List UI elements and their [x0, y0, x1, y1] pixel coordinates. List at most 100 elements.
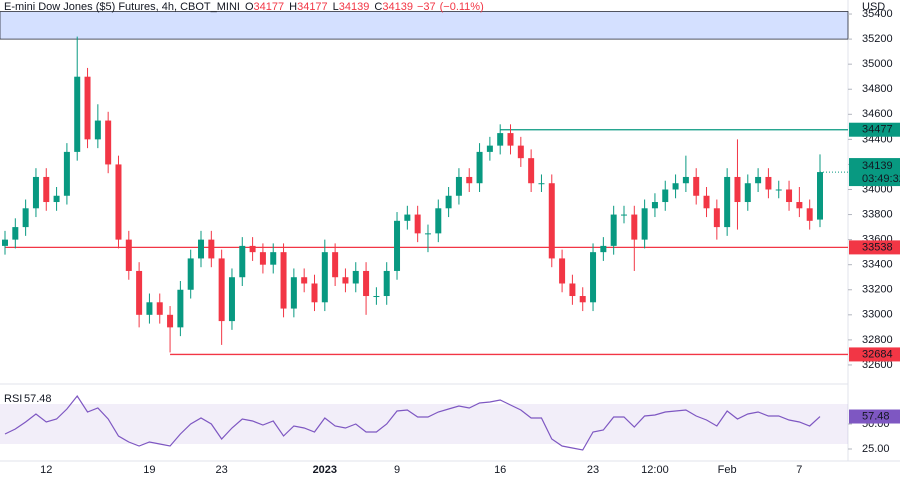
candle-body	[507, 133, 514, 146]
candle-body	[43, 176, 50, 203]
level-label: 32684	[862, 348, 893, 360]
candle-body	[765, 176, 772, 190]
candle-body	[786, 189, 793, 203]
rsi-tag-label: 57.48	[862, 410, 890, 422]
y-tick-label: 33200	[862, 284, 893, 296]
candle-body	[105, 120, 112, 165]
x-tick-label: 7	[796, 464, 802, 476]
legend-label: C	[374, 1, 382, 13]
candle-body	[32, 176, 39, 209]
candle-body	[94, 120, 101, 140]
plot: RSI 57.48	[2, 36, 848, 451]
candle-body	[342, 277, 349, 284]
legend-value: 34139	[382, 1, 413, 13]
change: −37	[417, 1, 436, 13]
candle-body	[517, 145, 524, 159]
candle-body	[796, 202, 803, 209]
level-tag	[849, 347, 900, 362]
zone	[0, 11, 849, 40]
x-tick-label: 12	[40, 464, 52, 476]
candle-body	[311, 283, 318, 303]
x-tick-label: 19	[143, 464, 155, 476]
candle-body	[775, 189, 782, 191]
candle-body	[600, 245, 607, 253]
y-tick-label: 33800	[862, 208, 893, 220]
candle-body	[755, 176, 762, 184]
candle-body	[228, 277, 235, 322]
candle-body	[53, 195, 60, 203]
candle-body	[445, 195, 452, 209]
x-tick-label: 12:00	[641, 464, 669, 476]
candle-body	[394, 220, 401, 271]
currency: USD	[862, 1, 885, 13]
candle-body	[259, 252, 266, 265]
candle-body	[817, 172, 823, 220]
level-label: 34477	[862, 124, 893, 136]
y-tick-label: 34600	[862, 108, 893, 120]
candle-body	[125, 239, 132, 271]
candle-body	[208, 239, 215, 259]
candle-body	[290, 277, 297, 309]
candle-body	[167, 314, 174, 328]
candle-body	[332, 252, 339, 278]
candle-body	[528, 158, 535, 184]
candle-body	[177, 289, 184, 328]
candle-body	[363, 270, 370, 297]
x-tick-label: 16	[494, 464, 506, 476]
candle-body	[187, 258, 194, 290]
legend-value: 34177	[254, 1, 285, 13]
candle-body	[146, 302, 153, 315]
candle-body	[404, 214, 411, 221]
candle-body	[538, 183, 545, 185]
candle-body	[270, 252, 277, 265]
candle-body	[662, 189, 669, 203]
y-tick-label: 32600	[862, 359, 893, 371]
candle-body	[548, 183, 555, 259]
candle-body	[559, 258, 566, 284]
candle-body	[806, 208, 813, 221]
candle-body	[198, 239, 205, 259]
x-tick-label: 23	[587, 464, 599, 476]
rsi-tag	[849, 409, 900, 424]
last-price-tag	[849, 158, 900, 187]
candle-body	[590, 252, 597, 303]
rsi-tick-label: 25.00	[862, 443, 890, 455]
legend-value: 34177	[297, 1, 328, 13]
candle-body	[218, 258, 225, 322]
x-tick-label: Feb	[718, 464, 737, 476]
candle-body	[84, 76, 91, 140]
candle-body	[620, 214, 627, 216]
x-tick-label: 23	[216, 464, 228, 476]
header: E-mini Dow Jones ($5) Futures, 4h, CBOT_…	[4, 1, 484, 13]
candle-body	[156, 302, 163, 315]
rsi-value: 57.48	[24, 393, 52, 405]
candle-body	[682, 176, 689, 184]
rsi-line	[4, 394, 821, 451]
candle-body	[455, 176, 462, 196]
axes: 3260032800330003320033400336003380034000…	[40, 8, 900, 476]
x-tick-label: 2023	[313, 464, 337, 476]
candle-body	[651, 202, 658, 209]
candle-body	[2, 239, 8, 246]
y-tick-label: 33400	[862, 259, 893, 271]
candle-body	[713, 208, 720, 228]
y-tick-label: 33000	[862, 309, 893, 321]
candle-body	[414, 214, 421, 234]
level-tag	[849, 240, 900, 255]
candle-body	[383, 270, 390, 297]
y-tick-label: 35400	[862, 8, 893, 20]
candle-body	[136, 270, 143, 315]
candle-body	[724, 176, 731, 228]
candle-body	[497, 133, 504, 146]
level-tag	[849, 122, 900, 137]
x-tick-label: 9	[394, 464, 400, 476]
rsi-name: RSI	[4, 393, 22, 405]
candle-body	[569, 283, 576, 297]
candle-body	[734, 176, 741, 203]
legend-label: H	[289, 1, 297, 13]
background-layer	[0, 11, 849, 444]
candle-body	[744, 183, 751, 203]
y-tick-label: 35200	[862, 33, 893, 45]
